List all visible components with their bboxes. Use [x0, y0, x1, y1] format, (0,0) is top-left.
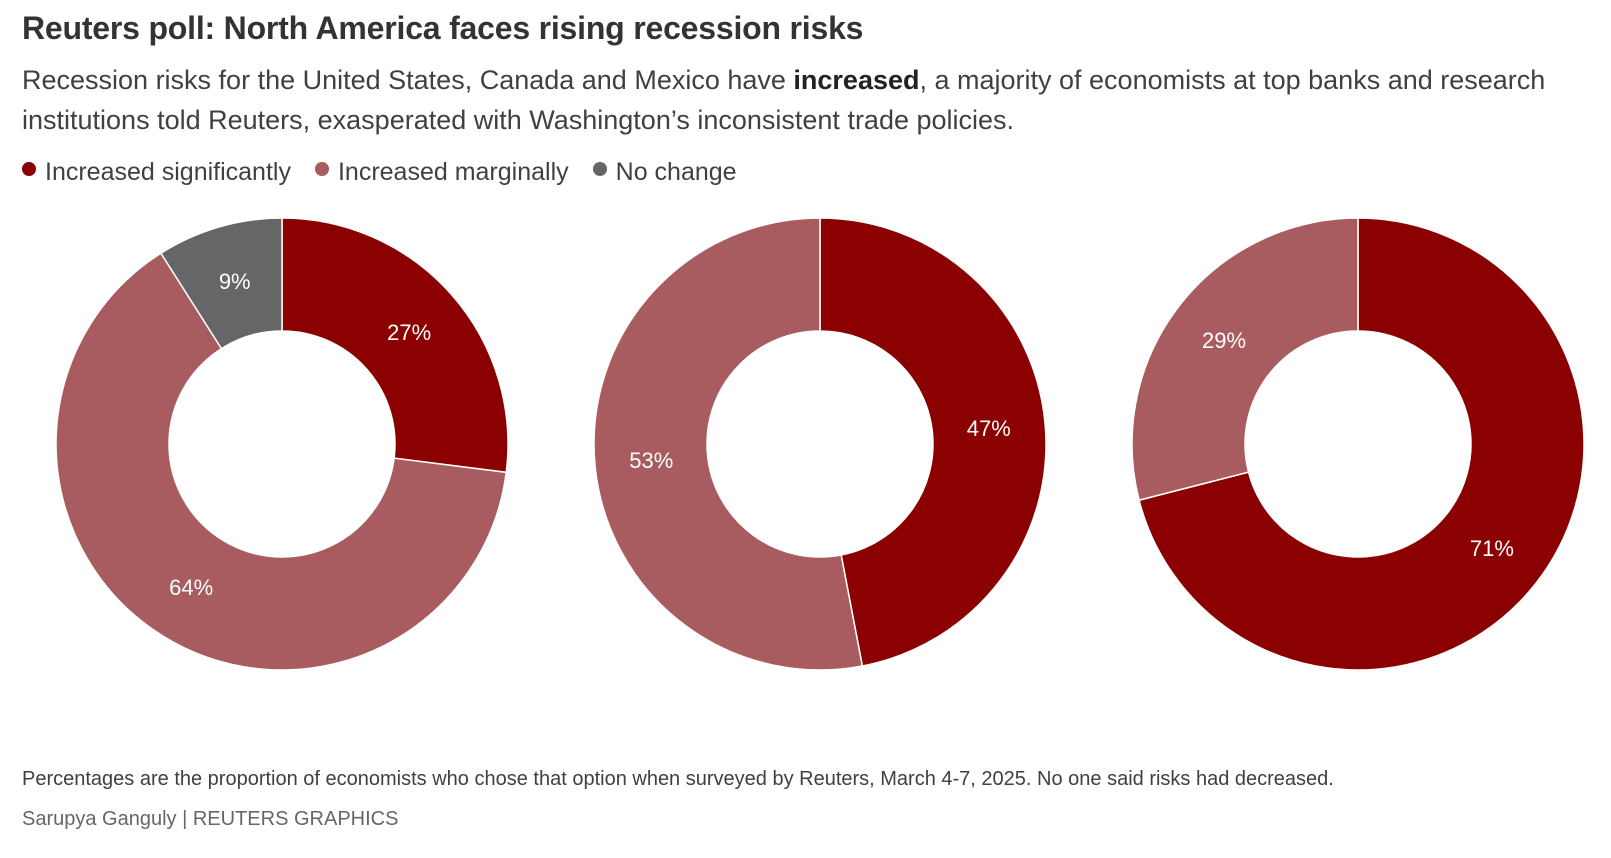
legend-item-increased-marginally: Increased marginally [314, 158, 569, 187]
legend-swatch-no-change [592, 161, 607, 176]
slice-mexico-increased-significantly [1138, 217, 1585, 671]
slice-canada-increased-significantly [819, 217, 1047, 667]
donut-charts: 27% 64% 9% United States 47% 53% Canada 71% 29% M… [55, 217, 1585, 710]
data-label-mexico-increased-significantly: 71% [1470, 536, 1514, 561]
chart-subtitle: Recession risks for the United States, C… [22, 60, 1552, 140]
data-label-united-states-no-change: 9% [219, 269, 251, 294]
legend-label-increased-marginally: Increased marginally [337, 158, 569, 186]
legend-item-increased-significantly: Increased significantly [22, 158, 291, 187]
legend-label-increased-significantly: Increased significantly [45, 158, 291, 186]
slice-united-states-increased-significantly [281, 217, 509, 474]
chart-label-united-states: United States [216, 708, 348, 710]
chart-credit: Sarupya Ganguly | REUTERS GRAPHICS [22, 808, 399, 830]
data-label-canada-increased-significantly: 47% [967, 416, 1011, 441]
legend-swatch-increased-marginally [314, 161, 329, 176]
slice-mexico-increased-marginally [1131, 217, 1359, 502]
legend: Increased significantly Increased margin… [22, 158, 761, 187]
slice-canada-increased-marginally [593, 217, 864, 671]
donut-mexico: 71% 29% Mexico [1131, 217, 1585, 710]
legend-item-no-change: No change [592, 158, 737, 187]
data-label-canada-increased-marginally: 53% [629, 448, 673, 473]
chart-note: Percentages are the proportion of econom… [22, 768, 1334, 790]
chart-label-canada: Canada [781, 708, 859, 710]
data-label-united-states-increased-significantly: 27% [387, 320, 431, 345]
legend-label-no-change: No change [615, 158, 737, 186]
chart-label-mexico: Mexico [1323, 708, 1393, 710]
subtitle-part-2: , a majority of economists at top banks … [22, 65, 1546, 135]
chart-title: Reuters poll: North America faces rising… [22, 10, 864, 46]
data-label-mexico-increased-marginally: 29% [1202, 328, 1246, 353]
donut-canada: 47% 53% Canada [593, 217, 1047, 710]
legend-swatch-increased-significantly [22, 161, 36, 176]
subtitle-part-1: Recession risks for the United States, C… [22, 65, 794, 95]
donut-united-states: 27% 64% 9% United States [55, 217, 509, 710]
slice-united-states-no-change [159, 217, 283, 350]
slice-united-states-increased-marginally [55, 252, 508, 671]
data-label-united-states-increased-marginally: 64% [169, 575, 213, 600]
subtitle-emphasis: increased [793, 65, 920, 95]
